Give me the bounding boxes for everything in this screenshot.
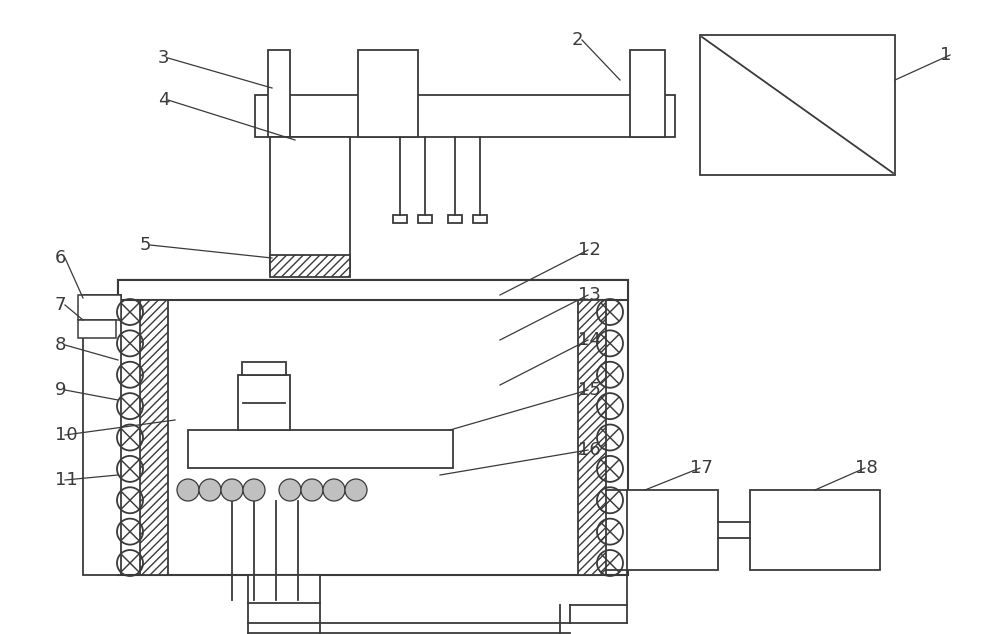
Text: 12: 12 xyxy=(578,241,601,259)
Bar xyxy=(270,255,350,277)
Bar xyxy=(78,295,121,320)
Bar xyxy=(588,490,718,570)
Text: 15: 15 xyxy=(578,381,601,399)
Bar xyxy=(270,137,350,272)
Bar xyxy=(578,300,606,575)
Text: 10: 10 xyxy=(55,426,78,444)
Text: 18: 18 xyxy=(855,459,878,477)
Circle shape xyxy=(345,479,367,501)
Bar xyxy=(700,35,895,175)
Text: 17: 17 xyxy=(690,459,713,477)
Text: 11: 11 xyxy=(55,471,78,489)
Bar xyxy=(78,320,116,338)
Circle shape xyxy=(243,479,265,501)
Bar xyxy=(83,295,121,575)
Text: 6: 6 xyxy=(55,249,66,267)
Bar xyxy=(630,50,665,137)
Bar xyxy=(473,215,487,223)
Bar xyxy=(268,50,290,137)
Circle shape xyxy=(221,479,243,501)
Text: 8: 8 xyxy=(55,336,66,354)
Bar xyxy=(140,300,168,575)
Bar xyxy=(118,280,628,300)
Text: 3: 3 xyxy=(158,49,170,67)
Bar xyxy=(118,280,628,575)
Bar xyxy=(238,375,290,430)
Bar xyxy=(393,215,407,223)
Bar xyxy=(448,215,462,223)
Circle shape xyxy=(279,479,301,501)
Circle shape xyxy=(323,479,345,501)
Circle shape xyxy=(177,479,199,501)
Text: 5: 5 xyxy=(140,236,152,254)
Text: 7: 7 xyxy=(55,296,66,314)
Bar xyxy=(255,95,675,137)
Text: 2: 2 xyxy=(572,31,584,49)
Circle shape xyxy=(301,479,323,501)
Text: 14: 14 xyxy=(578,331,601,349)
Bar xyxy=(750,490,880,570)
Text: 9: 9 xyxy=(55,381,66,399)
Bar xyxy=(242,362,286,375)
Bar xyxy=(248,575,320,603)
Text: 16: 16 xyxy=(578,441,601,459)
Bar xyxy=(418,215,432,223)
Bar xyxy=(358,50,418,137)
Bar xyxy=(188,430,453,468)
Circle shape xyxy=(199,479,221,501)
Text: 4: 4 xyxy=(158,91,170,109)
Text: 1: 1 xyxy=(940,46,951,64)
Text: 13: 13 xyxy=(578,286,601,304)
